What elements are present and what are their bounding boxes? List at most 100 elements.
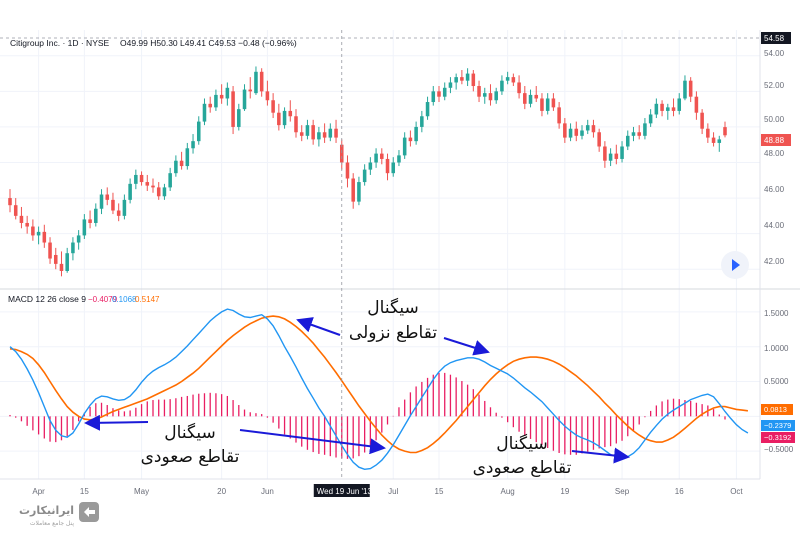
candle-body	[677, 98, 682, 111]
time-tick: Aug	[501, 487, 515, 496]
candle-body	[208, 103, 212, 108]
candle-body	[477, 86, 481, 97]
candle-body	[511, 77, 516, 83]
candle-body	[597, 132, 601, 147]
candle	[637, 125, 641, 140]
candle-body	[585, 125, 590, 131]
candle-body	[277, 112, 281, 126]
bullish-cross-1-title: سیگنال	[164, 422, 215, 443]
candle-body	[71, 242, 75, 254]
candle	[574, 121, 579, 142]
candle-body	[706, 128, 710, 138]
time-tick: 20	[217, 487, 226, 496]
candle	[99, 189, 104, 215]
candle-body	[237, 109, 241, 127]
candle-body	[625, 135, 630, 147]
candle-body	[134, 174, 138, 184]
candle	[214, 89, 218, 111]
candle	[723, 121, 727, 138]
candle	[677, 93, 682, 115]
symbol-label[interactable]: Citigroup Inc. · 1D · NYSE	[10, 38, 110, 48]
candlesticks	[8, 66, 727, 277]
time-tick: Oct	[730, 487, 743, 496]
candle-body	[36, 231, 41, 236]
candle-body	[517, 82, 521, 94]
candle	[25, 215, 29, 234]
candle	[591, 119, 596, 138]
candle	[311, 119, 315, 145]
candle-body	[637, 132, 641, 136]
logo-arrow-icon	[84, 507, 95, 517]
candle-body	[442, 87, 447, 97]
candle-body	[448, 82, 453, 88]
candle	[534, 86, 539, 103]
candle	[568, 123, 573, 142]
candle-body	[608, 153, 613, 161]
candle-body	[671, 107, 676, 111]
signal-badge-text: 0.0813	[764, 405, 787, 414]
top-price-badge	[761, 32, 791, 44]
candle	[706, 123, 710, 143]
candle	[94, 203, 98, 227]
candle-body	[202, 103, 207, 122]
candle-body	[357, 182, 361, 202]
candle-body	[242, 89, 247, 110]
candle	[654, 98, 659, 119]
candle-body	[723, 127, 727, 136]
candle-body	[299, 132, 304, 136]
candle	[711, 132, 716, 147]
time-axis[interactable]: Apr 15 May 20 Jun Jul 15 Aug 19 Sep 16 Oct	[32, 487, 743, 496]
candle	[380, 148, 384, 165]
candle	[625, 130, 630, 151]
candle-body	[660, 103, 664, 111]
candle	[614, 144, 619, 165]
macd-label[interactable]: MACD 12 26 close 9	[8, 294, 86, 304]
candle	[76, 230, 81, 250]
candle-body	[563, 123, 567, 138]
candle-body	[168, 173, 172, 188]
candle-body	[488, 93, 493, 101]
price-axis[interactable]: 54.00 52.00 50.00 48.00 46.00 44.00 42.0…	[764, 49, 785, 266]
watermark-logo: ایرانیکارت پنل جامع معاملات	[19, 502, 99, 527]
candle-body	[385, 158, 390, 174]
candle-body	[620, 146, 624, 159]
candle	[111, 192, 115, 215]
candle-body	[88, 219, 92, 223]
candle-body	[231, 91, 235, 127]
candle	[299, 125, 304, 142]
candle	[145, 174, 150, 191]
macd-axis[interactable]: 1.5000 1.0000 0.5000 −0.5000	[764, 309, 794, 454]
candle-body	[528, 94, 533, 104]
candle	[397, 150, 401, 167]
candle-body	[591, 125, 596, 133]
candle	[694, 91, 699, 120]
candle-body	[711, 137, 716, 143]
price-tick: 50.00	[764, 115, 785, 124]
candle-body	[688, 80, 693, 97]
candle	[482, 87, 487, 104]
time-tick: Jun	[261, 487, 274, 496]
candle	[322, 123, 327, 143]
candle	[59, 251, 64, 277]
candle-body	[145, 182, 150, 186]
candle-body	[648, 114, 653, 124]
candle	[374, 148, 378, 168]
candle-body	[25, 222, 29, 227]
candle-body	[683, 80, 687, 99]
candle-body	[214, 94, 218, 108]
candle-body	[500, 80, 504, 92]
candle	[305, 119, 310, 140]
time-tick: Apr	[32, 487, 45, 496]
price-pane[interactable]	[0, 0, 760, 287]
candle-body	[65, 253, 69, 271]
arrow-bearish-cross-right	[443, 337, 490, 356]
candle-body	[128, 183, 132, 200]
candle	[139, 171, 144, 186]
time-tick: 15	[80, 487, 89, 496]
candle	[505, 71, 510, 85]
candle-body	[425, 102, 430, 117]
candle-body	[162, 187, 167, 197]
candle-body	[603, 146, 607, 161]
bearish-cross-subtitle: تقاطع نزولی	[349, 323, 437, 343]
